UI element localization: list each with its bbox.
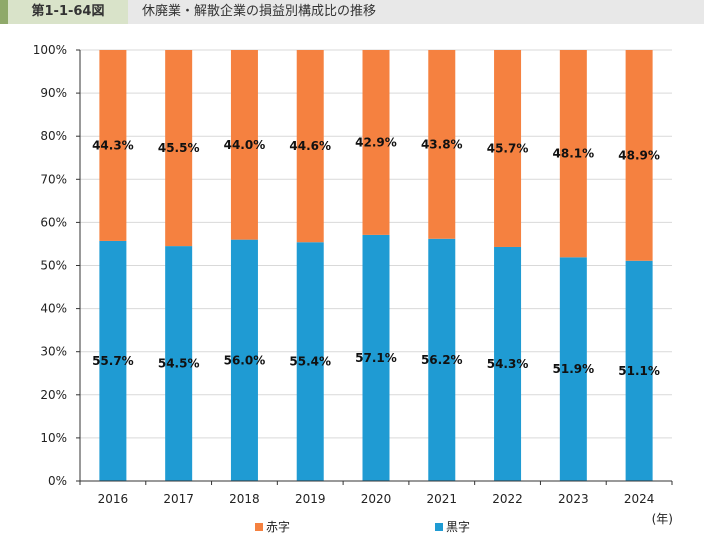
y-tick-label: 40%	[40, 302, 67, 316]
y-tick-label: 10%	[40, 431, 67, 445]
x-tick-label: 2024	[624, 492, 655, 506]
bar-loss	[428, 50, 456, 239]
y-tick-label: 0%	[48, 474, 67, 488]
bar-profit	[165, 246, 193, 481]
bar-loss	[559, 50, 587, 258]
bar-loss	[625, 50, 653, 261]
x-axis-unit: (年)	[652, 512, 673, 526]
y-tick-label: 50%	[40, 259, 67, 273]
bar-profit	[230, 239, 258, 481]
bar-profit	[625, 260, 653, 481]
figure-number: 第1-1-64図	[8, 0, 128, 24]
data-label: 54.3%	[487, 357, 529, 371]
data-label: 44.3%	[92, 138, 134, 152]
x-tick-label: 2021	[427, 492, 458, 506]
bar-loss	[165, 50, 193, 247]
data-label: 42.9%	[355, 135, 397, 149]
y-tick-label: 90%	[40, 86, 67, 100]
y-tick-label: 30%	[40, 345, 67, 359]
y-tick-label: 70%	[40, 172, 67, 186]
legend-swatch	[255, 523, 263, 531]
bar-profit	[362, 234, 390, 481]
data-label: 54.5%	[158, 357, 200, 371]
y-tick-label: 20%	[40, 388, 67, 402]
bar-profit	[99, 240, 127, 481]
data-label: 55.7%	[92, 354, 134, 368]
header-accent	[0, 0, 8, 24]
bar-loss	[362, 50, 390, 235]
bar-profit	[559, 257, 587, 481]
data-label: 48.1%	[553, 147, 595, 161]
x-tick-label: 2023	[558, 492, 589, 506]
x-tick-label: 2016	[98, 492, 129, 506]
x-tick-label: 2018	[229, 492, 260, 506]
data-label: 43.8%	[421, 137, 463, 151]
legend-swatch	[435, 523, 443, 531]
chart-title: 休廃業・解散企業の損益別構成比の推移	[142, 4, 377, 19]
bar-profit	[296, 242, 324, 481]
data-label: 44.0%	[224, 138, 266, 152]
bar-profit	[428, 238, 456, 481]
data-label: 48.9%	[618, 148, 660, 162]
x-tick-label: 2019	[295, 492, 326, 506]
data-label: 57.1%	[355, 351, 397, 365]
data-label: 55.4%	[289, 355, 331, 369]
legend-label: 赤字	[266, 519, 290, 534]
x-tick-label: 2022	[492, 492, 523, 506]
data-label: 44.6%	[289, 139, 331, 153]
header: 第1-1-64図 休廃業・解散企業の損益別構成比の推移	[0, 0, 704, 24]
data-label: 56.2%	[421, 353, 463, 367]
data-label: 51.1%	[618, 364, 660, 378]
y-tick-label: 60%	[40, 215, 67, 229]
y-tick-label: 80%	[40, 129, 67, 143]
data-label: 51.9%	[553, 362, 595, 376]
bar-loss	[99, 50, 127, 241]
bar-profit	[494, 246, 522, 481]
y-tick-label: 100%	[33, 43, 67, 57]
bar-loss	[296, 50, 324, 243]
data-label: 56.0%	[224, 353, 266, 367]
x-tick-label: 2017	[163, 492, 194, 506]
data-label: 45.5%	[158, 141, 200, 155]
legend-label: 黒字	[446, 519, 470, 534]
data-label: 45.7%	[487, 141, 529, 155]
bar-loss	[230, 50, 258, 240]
bar-loss	[494, 50, 522, 247]
x-tick-label: 2020	[361, 492, 392, 506]
